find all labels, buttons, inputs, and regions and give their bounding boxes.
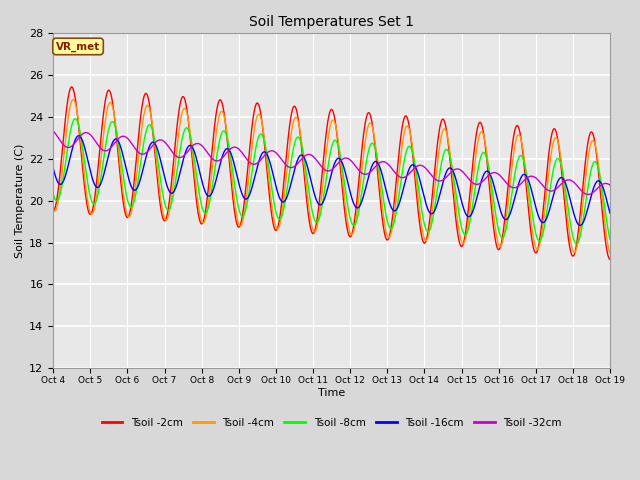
Tsoil -8cm — [606, 236, 614, 241]
Tsoil -4cm — [49, 206, 57, 212]
Tsoil -32cm — [584, 192, 592, 197]
Tsoil -4cm — [554, 137, 561, 143]
Tsoil -8cm — [554, 156, 561, 162]
Tsoil -32cm — [606, 182, 614, 188]
Tsoil -8cm — [169, 196, 177, 202]
Line: Tsoil -32cm: Tsoil -32cm — [53, 131, 610, 194]
Tsoil -16cm — [606, 210, 614, 216]
Tsoil -2cm — [606, 256, 614, 262]
Tsoil -32cm — [168, 149, 176, 155]
Tsoil -16cm — [576, 223, 584, 228]
Tsoil -32cm — [49, 128, 57, 134]
Tsoil -16cm — [396, 199, 404, 205]
Tsoil -8cm — [205, 203, 212, 209]
Tsoil -2cm — [396, 143, 404, 149]
Legend: Tsoil -2cm, Tsoil -4cm, Tsoil -8cm, Tsoil -16cm, Tsoil -32cm: Tsoil -2cm, Tsoil -4cm, Tsoil -8cm, Tsoi… — [97, 414, 566, 432]
Tsoil -8cm — [396, 187, 404, 193]
Line: Tsoil -8cm: Tsoil -8cm — [53, 119, 610, 244]
Tsoil -16cm — [75, 133, 83, 139]
X-axis label: Time: Time — [318, 388, 345, 398]
Tsoil -4cm — [606, 250, 614, 255]
Tsoil -2cm — [554, 133, 561, 139]
Tsoil -4cm — [606, 251, 614, 256]
Line: Tsoil -4cm: Tsoil -4cm — [53, 99, 610, 253]
Tsoil -8cm — [49, 191, 57, 196]
Y-axis label: Soil Temperature (C): Soil Temperature (C) — [15, 144, 25, 258]
Tsoil -8cm — [71, 116, 79, 121]
Tsoil -2cm — [606, 256, 614, 262]
Line: Tsoil -16cm: Tsoil -16cm — [53, 136, 610, 226]
Tsoil -8cm — [386, 225, 394, 231]
Tsoil -2cm — [205, 181, 212, 187]
Tsoil -16cm — [169, 190, 177, 196]
Tsoil -4cm — [396, 163, 404, 168]
Tsoil -16cm — [606, 210, 614, 216]
Line: Tsoil -2cm: Tsoil -2cm — [53, 87, 610, 259]
Title: Soil Temperatures Set 1: Soil Temperatures Set 1 — [249, 15, 414, 29]
Tsoil -2cm — [49, 208, 57, 214]
Tsoil -16cm — [205, 193, 212, 199]
Tsoil -32cm — [205, 152, 212, 157]
Tsoil -4cm — [386, 234, 394, 240]
Tsoil -16cm — [554, 180, 561, 186]
Tsoil -16cm — [49, 165, 57, 171]
Tsoil -2cm — [169, 168, 177, 174]
Tsoil -4cm — [69, 96, 77, 102]
Tsoil -8cm — [573, 241, 580, 247]
Tsoil -2cm — [386, 231, 394, 237]
Tsoil -8cm — [606, 237, 614, 242]
Tsoil -32cm — [553, 185, 561, 191]
Tsoil -16cm — [386, 202, 394, 207]
Tsoil -4cm — [169, 186, 177, 192]
Tsoil -32cm — [386, 163, 394, 169]
Tsoil -32cm — [606, 182, 614, 188]
Tsoil -32cm — [396, 174, 403, 180]
Text: VR_met: VR_met — [56, 41, 100, 51]
Tsoil -2cm — [68, 84, 76, 90]
Tsoil -4cm — [205, 196, 212, 202]
